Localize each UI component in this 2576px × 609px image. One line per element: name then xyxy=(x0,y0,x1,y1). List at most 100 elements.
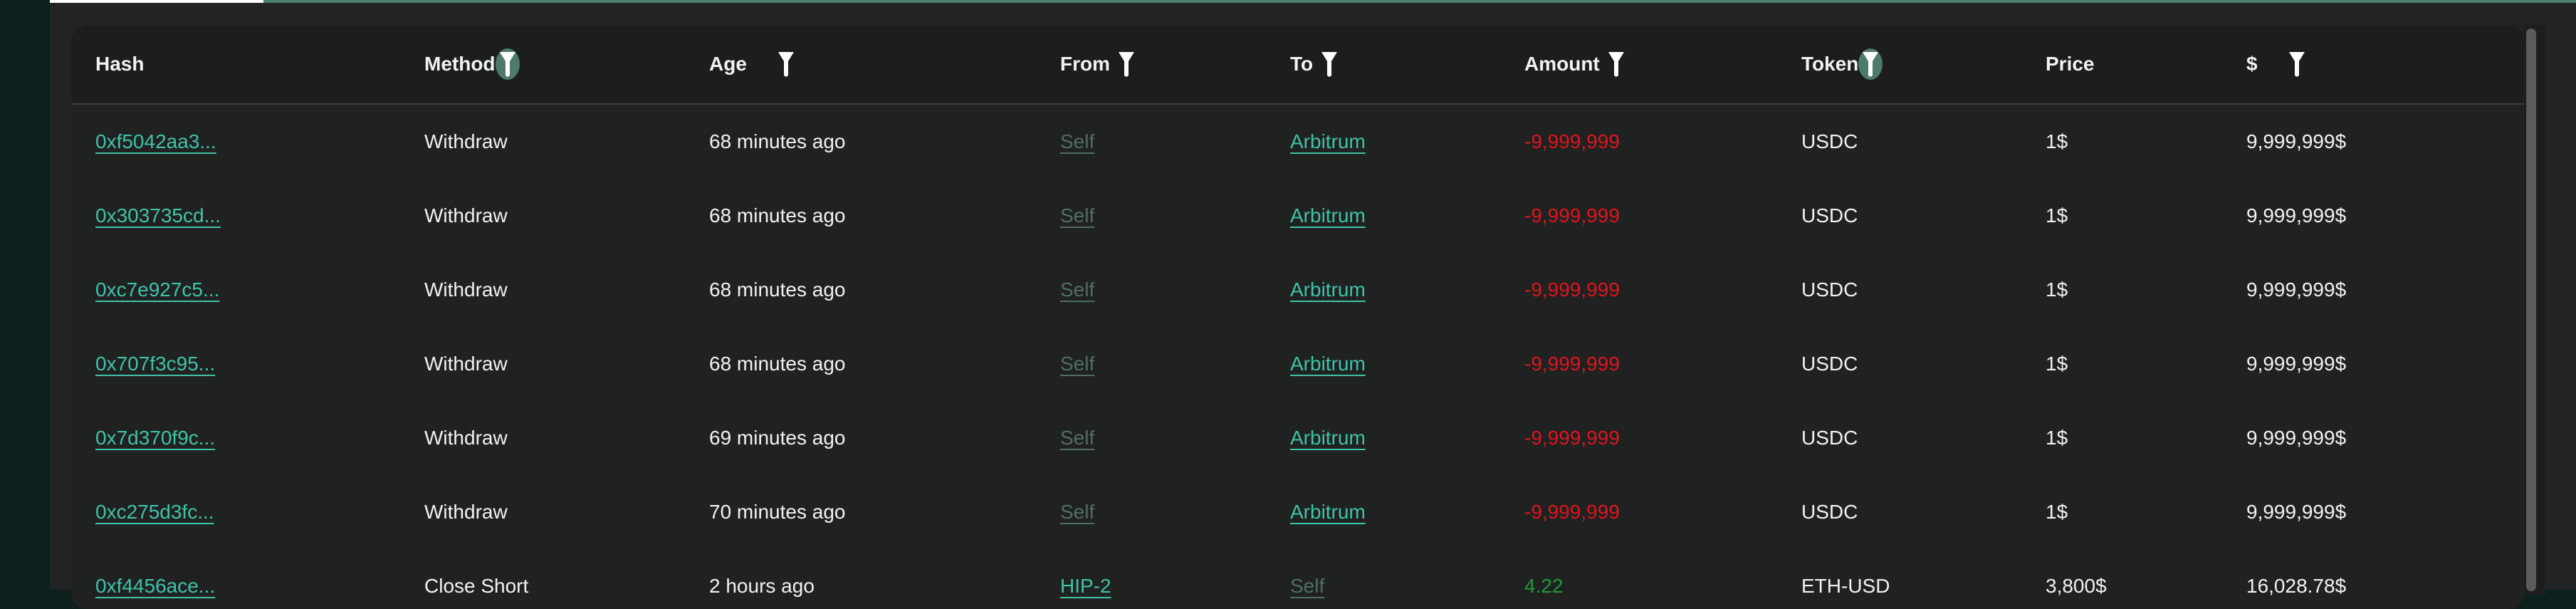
column-header-usd[interactable]: $ xyxy=(2246,25,2308,103)
cell-price: 1$ xyxy=(2046,130,2068,152)
cell-token: ETH-USD xyxy=(1801,575,1890,597)
to-link[interactable]: Self xyxy=(1290,575,1325,597)
cell-amount: -9,999,999 xyxy=(1524,130,1620,152)
column-header-age[interactable]: Age xyxy=(709,25,797,103)
cell-amount: -9,999,999 xyxy=(1524,501,1620,523)
cell-usd: 9,999,999$ xyxy=(2246,501,2347,523)
column-label: From xyxy=(1060,53,1110,75)
to-link[interactable]: Arbitrum xyxy=(1290,130,1366,152)
cell-method: Withdraw xyxy=(424,353,508,375)
from-link[interactable]: Self xyxy=(1060,427,1095,449)
table-row[interactable]: 0x7d370f9c... Withdraw 69 minutes ago Self A… xyxy=(71,401,2524,477)
column-header-hash[interactable]: Hash xyxy=(95,25,144,103)
table-row[interactable]: 0xf4456ace... Close Short 2 hours ago HIP-2… xyxy=(71,549,2524,609)
cell-price: 1$ xyxy=(2046,204,2068,227)
cell-age: 68 minutes ago xyxy=(709,353,846,375)
column-header-method[interactable]: Method xyxy=(424,25,520,103)
cell-usd: 9,999,999$ xyxy=(2246,279,2347,301)
column-header-amount[interactable]: Amount xyxy=(1524,25,1627,103)
filter-icon[interactable] xyxy=(1116,50,1137,78)
column-header-to[interactable]: To xyxy=(1290,25,1340,103)
table-row[interactable]: 0x707f3c95... Withdraw 68 minutes ago Self A… xyxy=(71,327,2524,403)
column-label: Amount xyxy=(1524,53,1600,75)
column-header-from[interactable]: From xyxy=(1060,25,1137,103)
cell-price: 1$ xyxy=(2046,353,2068,375)
filter-icon[interactable] xyxy=(2286,50,2308,78)
from-link[interactable]: HIP-2 xyxy=(1060,575,1111,597)
column-label: Hash xyxy=(95,53,145,75)
column-label: Token xyxy=(1801,53,1859,75)
cell-amount: -9,999,999 xyxy=(1524,353,1620,375)
cell-method: Withdraw xyxy=(424,279,508,301)
cell-amount: -9,999,999 xyxy=(1524,427,1620,449)
table-row[interactable]: 0x303735cd... Withdraw 68 minutes ago Self A… xyxy=(71,179,2524,255)
column-label: Method xyxy=(424,53,496,75)
cell-usd: 9,999,999$ xyxy=(2246,130,2347,152)
filter-icon[interactable] xyxy=(1858,48,1883,80)
cell-token: USDC xyxy=(1801,279,1858,301)
hash-link[interactable]: 0xf5042aa3... xyxy=(95,130,216,152)
cell-token: USDC xyxy=(1801,204,1858,227)
cell-age: 69 minutes ago xyxy=(709,427,846,449)
cell-amount: -9,999,999 xyxy=(1524,279,1620,301)
filter-icon[interactable] xyxy=(495,48,520,80)
transactions-panel: Hash Method Age From To Amount Token Price $0xf5… xyxy=(50,0,2576,609)
from-link[interactable]: Self xyxy=(1060,204,1095,227)
cell-token: USDC xyxy=(1801,353,1858,375)
from-link[interactable]: Self xyxy=(1060,279,1095,301)
cell-method: Withdraw xyxy=(424,204,508,227)
cell-token: USDC xyxy=(1801,501,1858,523)
to-link[interactable]: Arbitrum xyxy=(1290,501,1366,523)
hash-link[interactable]: 0xf4456ace... xyxy=(95,575,216,597)
filter-icon[interactable] xyxy=(775,50,797,78)
cell-amount: -9,999,999 xyxy=(1524,204,1620,227)
to-link[interactable]: Arbitrum xyxy=(1290,427,1366,449)
filter-icon[interactable] xyxy=(1606,50,1627,78)
active-tab-indicator xyxy=(50,0,263,3)
cell-amount: 4.22 xyxy=(1524,575,1564,597)
cell-price: 1$ xyxy=(2046,279,2068,301)
cell-method: Withdraw xyxy=(424,501,508,523)
from-link[interactable]: Self xyxy=(1060,130,1095,152)
from-link[interactable]: Self xyxy=(1060,353,1095,375)
filter-icon[interactable] xyxy=(1319,50,1340,78)
to-link[interactable]: Arbitrum xyxy=(1290,279,1366,301)
hash-link[interactable]: 0x303735cd... xyxy=(95,204,221,227)
cell-usd: 9,999,999$ xyxy=(2246,427,2347,449)
cell-usd: 9,999,999$ xyxy=(2246,353,2347,375)
cell-age: 68 minutes ago xyxy=(709,204,846,227)
table-row[interactable]: 0xc275d3fc... Withdraw 70 minutes ago Self A… xyxy=(71,475,2524,551)
cell-method: Close Short xyxy=(424,575,529,597)
tab-underline xyxy=(50,0,2576,3)
column-header-token[interactable]: Token xyxy=(1801,25,1883,103)
cell-price: 1$ xyxy=(2046,501,2068,523)
scrollbar-thumb[interactable] xyxy=(2526,28,2536,591)
table-header: Hash Method Age From To Amount Token Price $ xyxy=(71,25,2524,105)
cell-token: USDC xyxy=(1801,130,1858,152)
table-row[interactable]: 0xc7e927c5... Withdraw 68 minutes ago Self A… xyxy=(71,253,2524,329)
transactions-table: Hash Method Age From To Amount Token Price $0xf5… xyxy=(71,25,2524,609)
table-row[interactable]: 0xf5042aa3... Withdraw 68 minutes ago Self A… xyxy=(71,105,2524,181)
from-link[interactable]: Self xyxy=(1060,501,1095,523)
cell-age: 70 minutes ago xyxy=(709,501,846,523)
hash-link[interactable]: 0xc7e927c5... xyxy=(95,279,220,301)
hash-link[interactable]: 0xc275d3fc... xyxy=(95,501,214,523)
cell-price: 3,800$ xyxy=(2046,575,2107,597)
cell-usd: 16,028.78$ xyxy=(2246,575,2347,597)
cell-token: USDC xyxy=(1801,427,1858,449)
hash-link[interactable]: 0x707f3c95... xyxy=(95,353,216,375)
column-label: Price xyxy=(2046,53,2095,75)
cell-method: Withdraw xyxy=(424,427,508,449)
cell-age: 2 hours ago xyxy=(709,575,815,597)
cell-age: 68 minutes ago xyxy=(709,279,846,301)
column-label: Age xyxy=(709,53,747,75)
column-label: $ xyxy=(2246,53,2258,75)
hash-link[interactable]: 0x7d370f9c... xyxy=(95,427,216,449)
to-link[interactable]: Arbitrum xyxy=(1290,204,1366,227)
column-label: To xyxy=(1290,53,1314,75)
cell-usd: 9,999,999$ xyxy=(2246,204,2347,227)
to-link[interactable]: Arbitrum xyxy=(1290,353,1366,375)
cell-price: 1$ xyxy=(2046,427,2068,449)
cell-age: 68 minutes ago xyxy=(709,130,846,152)
column-header-price[interactable]: Price xyxy=(2046,25,2095,103)
